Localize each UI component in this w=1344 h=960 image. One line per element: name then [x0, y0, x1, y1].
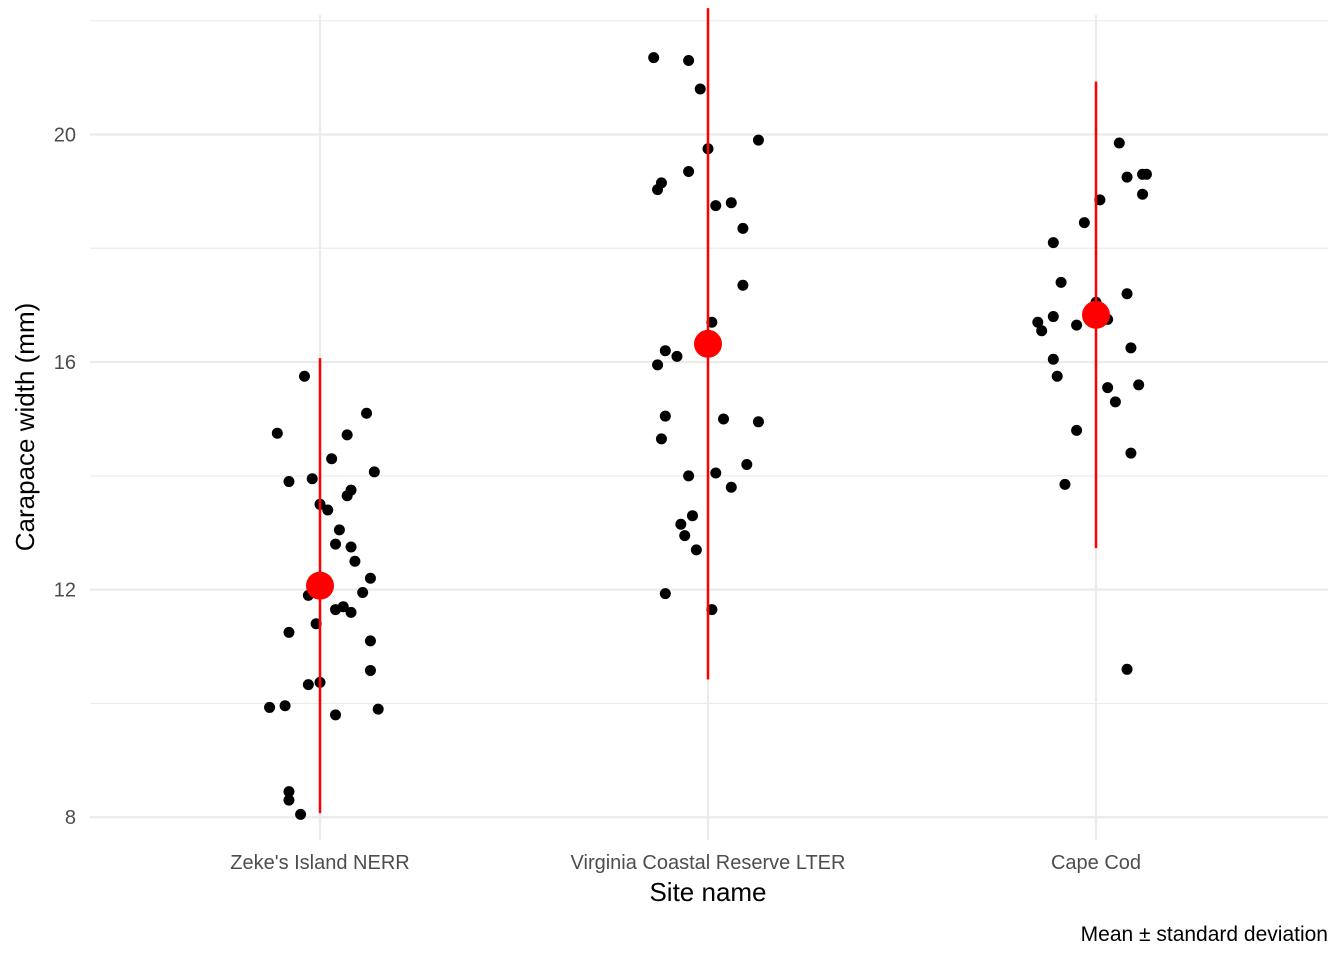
y-tick-label: 8 — [65, 807, 76, 829]
data-point — [1125, 342, 1137, 354]
data-point — [345, 484, 357, 496]
data-point — [710, 200, 722, 212]
data-point — [690, 544, 702, 556]
data-point — [675, 518, 687, 530]
data-point — [349, 555, 361, 567]
data-point — [1078, 217, 1090, 229]
data-point — [1125, 447, 1137, 459]
caption: Mean ± standard deviation — [1081, 923, 1328, 946]
data-point — [683, 55, 695, 67]
y-tick-label: 12 — [54, 580, 76, 602]
data-point — [345, 606, 357, 618]
data-point — [1059, 478, 1071, 490]
data-point — [1121, 663, 1133, 675]
data-point — [330, 538, 342, 550]
data-point — [725, 197, 737, 209]
data-point — [337, 601, 349, 613]
data-point — [710, 467, 722, 479]
data-point — [741, 458, 753, 470]
data-point — [1109, 396, 1121, 408]
x-tick-labels: Zeke's Island NERR Virginia Coastal Reser… — [230, 852, 1141, 874]
data-point — [737, 222, 749, 234]
x-tick-label: Zeke's Island NERR — [230, 852, 409, 874]
x-axis-title: Site name — [649, 877, 766, 907]
y-axis-title: Carapace width (mm) — [10, 303, 40, 552]
data-point — [368, 466, 380, 478]
y-tick-label: 16 — [54, 352, 76, 374]
data-point — [659, 588, 671, 600]
data-point — [372, 703, 384, 715]
x-tick-label: Virginia Coastal Reserve LTER — [571, 852, 846, 874]
data-point — [718, 413, 730, 425]
data-point — [283, 786, 295, 798]
data-point — [326, 453, 338, 465]
data-point — [1055, 276, 1067, 288]
data-point — [271, 427, 283, 439]
data-point — [659, 410, 671, 422]
data-point — [322, 504, 334, 516]
data-point — [283, 626, 295, 638]
data-point — [364, 664, 376, 676]
data-point — [306, 473, 318, 485]
data-point — [361, 407, 373, 419]
data-point — [341, 429, 353, 441]
y-tick-labels: 8 12 16 20 — [54, 124, 76, 829]
data-point — [1036, 325, 1048, 337]
data-point — [655, 433, 667, 445]
data-point — [298, 370, 310, 382]
data-point — [683, 470, 695, 482]
data-point — [357, 587, 369, 598]
data-point — [364, 635, 376, 647]
data-point — [283, 794, 295, 806]
data-point — [1133, 379, 1145, 391]
data-point — [648, 52, 660, 64]
mean-sd-summaries — [306, 8, 1110, 814]
data-point — [302, 679, 314, 691]
data-point — [752, 134, 764, 146]
data-point — [333, 524, 345, 536]
data-point — [1047, 237, 1059, 249]
data-point — [652, 359, 664, 371]
data-point — [283, 476, 295, 488]
data-point — [752, 416, 764, 428]
data-point — [1032, 316, 1044, 328]
data-point — [1071, 319, 1083, 331]
data-point — [1137, 168, 1149, 180]
data-point — [725, 481, 737, 493]
data-point — [1137, 188, 1149, 200]
data-point — [679, 530, 691, 542]
x-tick-label: Cape Cod — [1051, 852, 1141, 874]
mean-point — [306, 571, 334, 600]
data-point — [1047, 353, 1059, 365]
data-point — [652, 184, 664, 196]
data-point — [1051, 370, 1063, 382]
data-point — [1121, 288, 1133, 300]
y-tick-label: 20 — [54, 124, 76, 146]
data-point — [686, 510, 698, 522]
data-point — [1047, 311, 1059, 323]
data-point — [1102, 382, 1114, 394]
mean-point — [1082, 300, 1110, 329]
data-point — [1121, 171, 1133, 183]
data-point — [279, 700, 291, 712]
data-point — [683, 165, 695, 177]
data-point — [264, 701, 276, 713]
data-point — [345, 541, 357, 553]
mean-point — [694, 329, 722, 358]
data-point — [1113, 137, 1125, 149]
data-point — [1071, 424, 1083, 436]
data-point — [330, 709, 342, 721]
data-point — [659, 345, 671, 357]
data-point — [671, 350, 683, 362]
data-point — [694, 83, 706, 95]
data-point — [364, 572, 376, 584]
data-point — [295, 808, 307, 820]
data-point — [737, 279, 749, 291]
